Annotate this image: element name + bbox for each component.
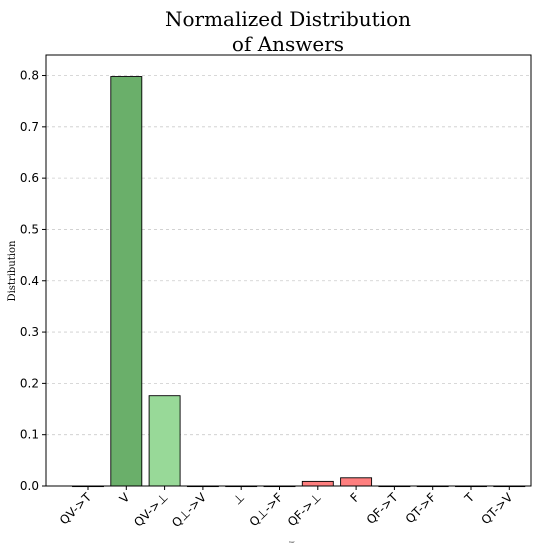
y-axis-ticks: 0.0 0.1 0.2 0.3 0.4 0.5 0.6 0.7 0.8 <box>20 69 46 493</box>
bar <box>110 76 143 487</box>
y-tick-label: 0.3 <box>20 325 39 339</box>
chart-title-line-1: Normalized Distribution <box>165 7 411 31</box>
bars-group <box>72 76 526 488</box>
x-tick-label: QV->⊥ <box>131 490 170 529</box>
bar <box>148 395 181 487</box>
x-tick-label: QT->V <box>478 490 516 528</box>
y-tick-label: 0.8 <box>20 69 39 83</box>
x-axis-ticks: QV->T VQV->⊥Q⊥->V ⊥ Q⊥->F QF->⊥ F QF->T QT->F T Q… <box>57 486 516 530</box>
x-tick-label: V <box>117 490 133 506</box>
x-tick-label: QF->⊥ <box>285 490 324 529</box>
x-axis-label: tier <box>289 540 295 544</box>
x-tick-label: QT->F <box>403 490 439 526</box>
x-tick-label: Q⊥->F <box>247 490 286 529</box>
y-tick-label: 0.0 <box>20 479 39 493</box>
y-axis-label: Distribution <box>7 240 18 301</box>
x-tick-label: QF->T <box>364 490 401 527</box>
bar <box>301 480 334 487</box>
x-tick-label: ⊥ <box>230 490 247 507</box>
chart-title-line-2: of Answers <box>232 32 344 56</box>
y-tick-label: 0.4 <box>20 274 39 288</box>
x-tick-label: Q⊥->V <box>169 490 210 531</box>
x-tick-label: QV->T <box>57 490 95 528</box>
y-tick-label: 0.5 <box>20 222 39 236</box>
y-tick-label: 0.1 <box>20 428 39 442</box>
y-tick-label: 0.6 <box>20 171 39 185</box>
bar <box>340 477 373 487</box>
y-tick-label: 0.2 <box>20 376 39 390</box>
x-tick-label: T <box>461 490 477 506</box>
x-tick-label: F <box>347 490 362 505</box>
y-tick-label: 0.7 <box>20 120 39 134</box>
plot-frame <box>45 54 532 487</box>
